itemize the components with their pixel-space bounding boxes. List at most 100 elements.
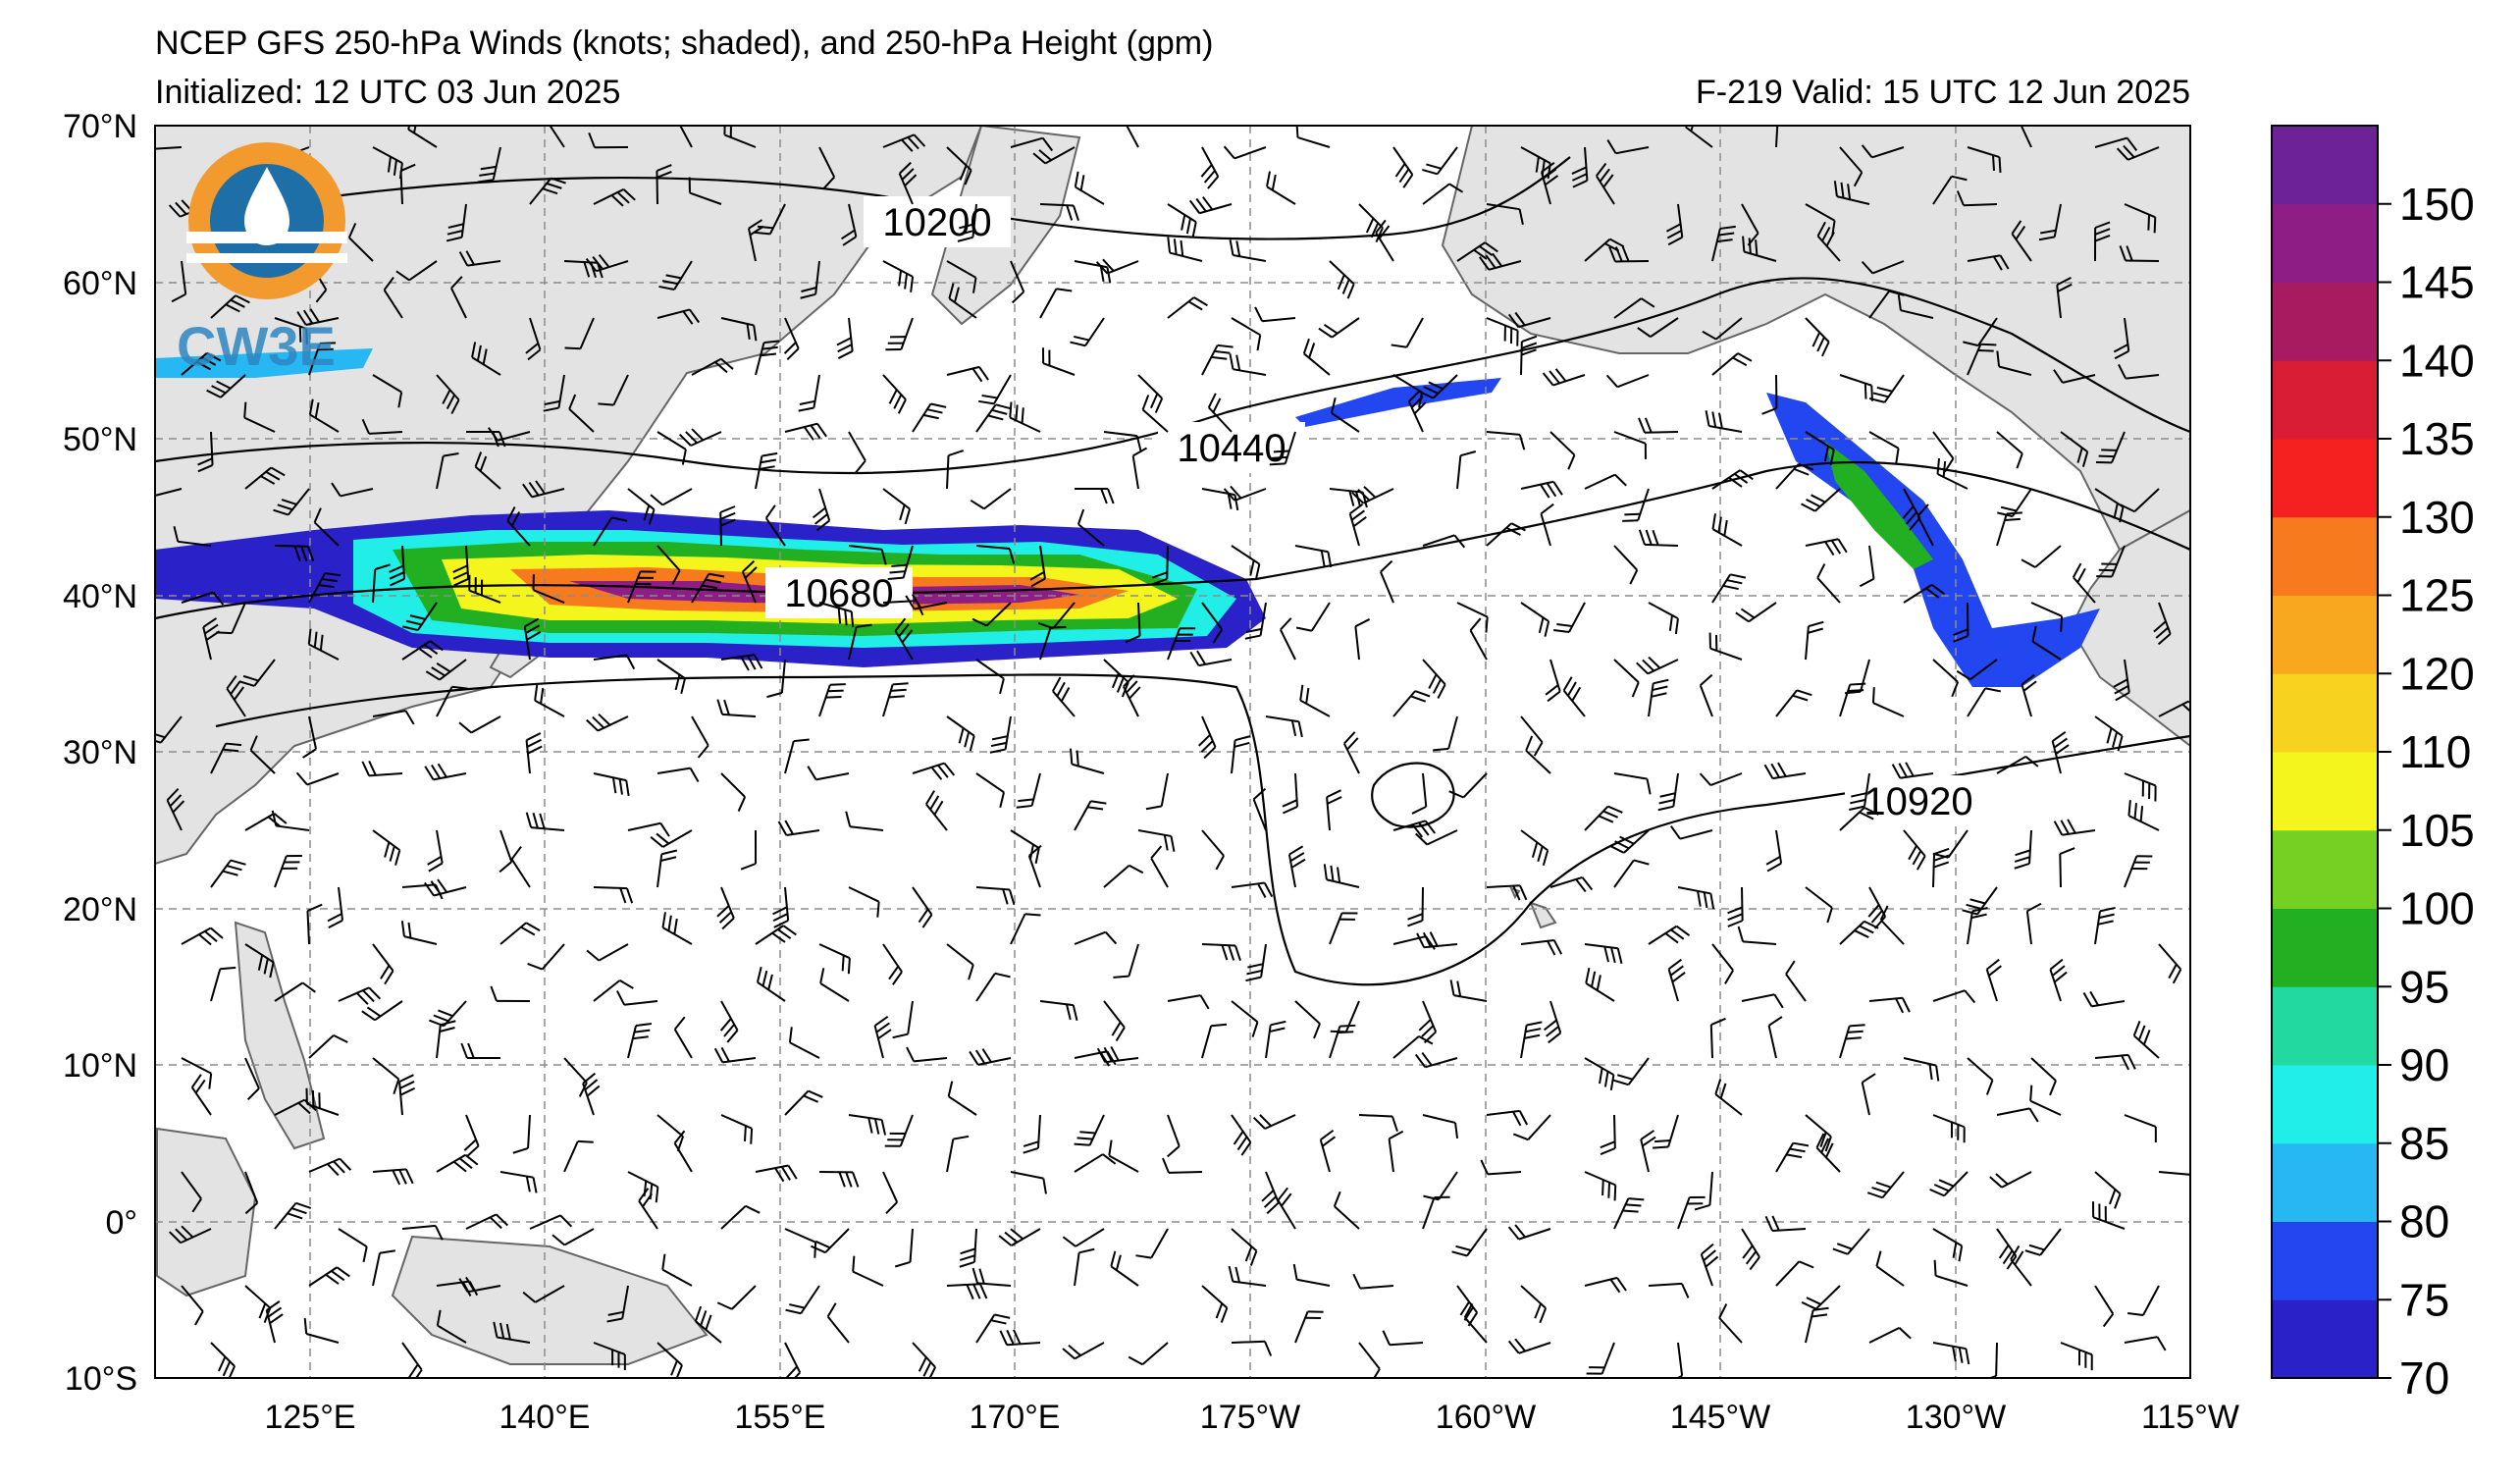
wind-barb-icon [1375,219,1394,262]
wind-barb-icon [2049,958,2068,1002]
colorbar-block [2272,516,2378,596]
wind-barb-icon [1553,602,1586,634]
wind-barb-icon [400,921,438,945]
wind-barb-icon [1816,221,1841,262]
wind-barb-icon [1096,1045,1139,1064]
wind-barb-icon [1699,772,1743,787]
wind-barb-icon [425,659,467,681]
wind-barb-icon [1584,1171,1617,1201]
wind-barb-icon [1932,1114,1966,1143]
wind-barb-icon [308,342,337,376]
wind-barb-icon [372,374,403,408]
wind-barb-icon [1605,374,1650,389]
wind-barb-icon [691,572,725,604]
wind-barb-icon [818,146,836,189]
wind-barb-icon [1638,417,1679,434]
wind-barb-icon [181,1171,202,1213]
wind-barb-icon [313,507,340,547]
wind-barb-icon [894,1228,914,1268]
wind-barb-icon [429,1000,467,1028]
wind-barb-icon [499,922,541,945]
wind-barb-icon [173,526,212,547]
wind-barb-icon [2060,431,2089,467]
wind-barb-icon [2011,220,2032,262]
wind-barb-icon [2010,1245,2032,1287]
wind-barb-icon [308,1266,350,1287]
wind-barb-icon [347,223,374,262]
wind-barb-icon [1520,602,1550,637]
wind-barb-icon [307,628,340,661]
wind-barb-icon [948,283,977,319]
wind-barb-icon [1422,146,1458,176]
wind-barb-icon [1201,602,1224,644]
wind-barb-icon [463,1114,480,1158]
wind-barb-icon [1167,237,1203,262]
colorbar-label: 130 [2399,492,2475,543]
wind-barb-icon [1613,297,1655,319]
wind-barbs [155,126,2190,1378]
wind-barb-icon [1699,673,1713,717]
wind-barb-icon [490,985,531,1002]
wind-barb-icon [975,403,1012,433]
wind-barb-icon [202,617,221,661]
wind-barb-icon [181,351,222,376]
wind-barb-icon [716,1285,757,1310]
wind-barb-icon [807,766,850,781]
colorbar-block [2272,203,2378,283]
wind-barb-icon [1996,511,2022,547]
wind-barb-icon [957,203,977,242]
wind-barb-icon [1767,1016,1783,1059]
wind-barb-icon [1933,1259,1969,1287]
wind-barb-icon [848,886,880,918]
wind-barb-icon [1201,1023,1228,1059]
wind-barb-icon [1545,659,1561,703]
wind-barb-icon [1433,715,1458,752]
wind-barb-icon [563,1057,588,1097]
wind-barb-icon [912,1342,936,1378]
wind-barb-icon [1996,1107,2039,1123]
wind-barb-icon [1392,1035,1434,1059]
wind-barb-icon [975,772,1005,809]
contour-label-10920: 10920 [1864,780,1972,823]
wind-barb-icon [458,715,501,734]
wind-barb-icon [1932,847,1950,888]
wind-barb-icon [1323,864,1360,888]
height-contours [155,156,2190,986]
wind-barb-icon [361,1000,403,1022]
wind-barb-icon [1074,800,1107,831]
lon-label: 125°E [264,1399,355,1436]
wind-barb-icon [1785,960,1807,1002]
wind-barb-icon [1735,602,1777,623]
colorbar-block [2272,1065,2378,1144]
wind-barb-icon [274,855,302,888]
wind-barb-icon [1074,1114,1105,1146]
wind-barb-icon [1228,1265,1267,1287]
wind-barb-icon [1231,1000,1259,1037]
wind-barb-icon [1279,617,1296,661]
wind-barb-icon [1805,620,1824,661]
wind-barb-icon [1295,602,1331,632]
lon-label: 175°W [1200,1399,1300,1436]
wind-barb-icon [593,1342,626,1370]
wind-barb-icon [1542,368,1586,387]
wind-barb-icon [720,772,747,812]
wind-barb-icon [1039,1000,1078,1021]
wind-barb-icon [784,1228,817,1258]
wind-barb-icon [1449,980,1488,1002]
wind-barb-icon [308,1033,348,1059]
wind-barb-icon [1711,513,1743,547]
wind-barb-icon [812,488,831,532]
wind-barb-icon [650,488,693,506]
wind-barb-icon [1600,1114,1616,1155]
wind-barb-icon [2095,431,2126,464]
wind-barb-icon [1742,236,1777,262]
wind-barb-icon [436,452,459,490]
wind-barb-icon [452,545,470,587]
wind-barb-icon [1411,772,1428,815]
wind-barb-icon [395,260,438,282]
wind-barb-icon [1231,317,1262,351]
wind-barb-icon [1299,684,1331,717]
lon-label: 130°W [1906,1399,2006,1436]
wind-barb-icon [740,829,758,871]
wind-barb-icon [1861,1073,1876,1116]
